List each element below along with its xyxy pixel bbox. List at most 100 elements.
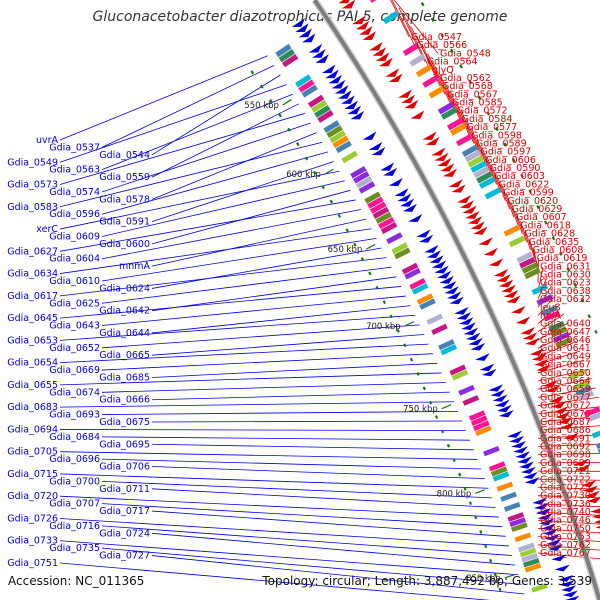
minor-tick [353, 242, 357, 247]
minus-strand-gene [437, 158, 452, 167]
minus-strand-gene [522, 332, 538, 340]
inner-annotation-block [275, 43, 292, 58]
kbp-tick [365, 243, 376, 250]
plus-strand-gene [542, 528, 558, 536]
label-leader-line [59, 199, 356, 252]
label-leader-line [390, 0, 410, 38]
gene-label: Gdia_0574 [49, 187, 100, 198]
minor-tick [544, 220, 548, 225]
plus-strand-gene [429, 255, 444, 264]
minor-tick [295, 142, 300, 147]
label-leader-line [391, 0, 415, 46]
kbp-tick-label: 650 kbp [328, 245, 363, 255]
minus-strand-gene [470, 221, 485, 230]
label-leader-line [151, 510, 506, 537]
gene-label: Gdia_0730 [540, 491, 591, 502]
gene-label: Gdia_0650 [540, 368, 591, 379]
label-leader-line [59, 84, 287, 163]
minus-strand-gene [531, 353, 547, 362]
inner-annotation-block [468, 410, 486, 421]
gene-label: Gdia_0604 [49, 254, 100, 265]
inner-annotation-block [375, 211, 392, 224]
plus-strand-gene [490, 389, 506, 397]
plus-strand-gene [328, 74, 342, 84]
minor-tick [468, 501, 473, 506]
label-leader-lines [59, 0, 600, 600]
label-leader-line [59, 286, 402, 319]
plus-strand-gene [337, 90, 352, 99]
plus-strand-gene [532, 497, 548, 505]
label-leader-line [398, 7, 426, 62]
gene-label: Gdia_0733 [7, 536, 58, 547]
kbp-tick-label: 750 kbp [403, 405, 438, 415]
gene-label: xerC [36, 224, 58, 235]
inner-annotation-block [472, 420, 490, 432]
label-leader-line [151, 334, 425, 356]
minus-strand-gene [440, 163, 455, 172]
kbp-tick [282, 99, 292, 106]
gene-label: Gdia_0573 [7, 180, 58, 191]
inner-annotation-block [462, 395, 480, 406]
topology-text: Topology: circular [262, 574, 367, 588]
gene-label: Gdia_0564 [427, 57, 478, 68]
inner-annotation-block [419, 298, 436, 310]
gene-label: Gdia_0750 [540, 523, 591, 534]
label-leader-line [393, 0, 439, 54]
label-leader-line [151, 247, 382, 289]
gene-label: Gdia_0577 [466, 122, 517, 133]
gene-label: Gdia_0625 [49, 298, 100, 309]
gene-label: holA [540, 310, 561, 321]
minor-tick [428, 400, 433, 405]
outer-annotation-block [461, 144, 479, 157]
label-leader-line [151, 276, 397, 312]
label-leader-line [151, 132, 317, 200]
plus-strand-gene [434, 265, 449, 274]
plus-strand-gene [388, 177, 403, 187]
plus-strand-gene [368, 141, 383, 151]
plus-strand-gene [541, 523, 557, 531]
gene-label: Gdia_0590 [490, 163, 541, 174]
inner-annotation-block [522, 557, 540, 568]
inner-annotation-block [364, 191, 381, 204]
gene-label: Gdia_0566 [416, 40, 467, 51]
minus-strand-gene [510, 305, 526, 314]
plus-strand-gene [350, 110, 365, 120]
length-text: Length: 3,887,492 bp [374, 574, 504, 588]
plus-strand-gene [524, 477, 540, 485]
minus-strand-gene [385, 68, 400, 77]
minus-strand-gene [559, 422, 575, 430]
outer-annotation-block [597, 448, 600, 455]
minor-tick [587, 314, 591, 319]
outer-annotation-block [415, 64, 433, 78]
plus-strand-gene [325, 69, 339, 79]
label-leader-line [151, 466, 485, 480]
inner-annotation-block [326, 125, 343, 139]
label-leader-line [59, 451, 478, 460]
label-leader-line [101, 295, 406, 326]
inner-annotation-block [524, 563, 542, 573]
minor-tick [389, 314, 393, 319]
gene-label: Gdia_0715 [7, 469, 58, 480]
inner-annotation-block [531, 583, 548, 593]
minor-tick [479, 530, 483, 534]
label-leader-line [510, 202, 523, 234]
plus-strand-gene [507, 430, 522, 438]
map-title: Gluconacetobacter diazotrophicus PAI 5, … [92, 9, 508, 25]
gene-label: Gdia_0630 [540, 270, 591, 281]
gene-label: glyQ [432, 65, 454, 76]
label-leader-line [59, 495, 499, 518]
outer-annotation-block [369, 0, 377, 3]
minor-tick [368, 271, 372, 276]
label-leader-line [101, 122, 311, 193]
outer-annotation-block [484, 187, 502, 200]
inner-annotation-block [458, 384, 475, 396]
gene-label: Gdia_0654 [7, 358, 58, 369]
label-leader-line [537, 425, 600, 431]
plus-strand-gene [522, 471, 538, 479]
label-leader-line [101, 382, 446, 393]
gene-label: uvrA [36, 135, 59, 146]
minor-tick [551, 236, 556, 241]
label-leader-line [59, 401, 455, 408]
outer-annotation-block [437, 101, 455, 115]
minus-strand-gene [378, 57, 393, 67]
